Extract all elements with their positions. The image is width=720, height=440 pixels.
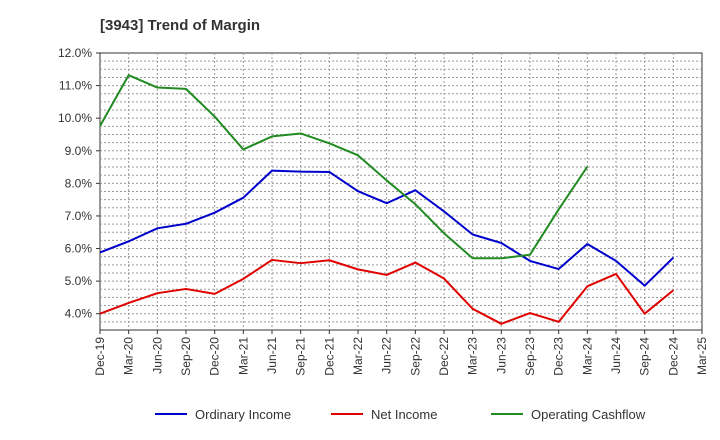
y-tick-label: 5.0%	[65, 274, 93, 288]
x-tick-label: Mar-22	[351, 337, 365, 375]
x-tick-label: Sep-21	[294, 337, 308, 376]
y-tick-label: 8.0%	[65, 176, 93, 190]
x-tick-label: Mar-24	[580, 337, 594, 375]
x-tick-label: Mar-21	[236, 337, 250, 375]
chart-title: [3943] Trend of Margin	[100, 17, 260, 34]
x-tick-label: Jun-20	[150, 337, 164, 374]
series-line-operating-cashflow	[99, 74, 589, 260]
y-tick-label: 10.0%	[58, 111, 92, 125]
x-tick-label: Mar-25	[695, 337, 709, 375]
x-tick-label: Jun-22	[380, 337, 394, 374]
x-tick-label: Jun-21	[265, 337, 279, 374]
y-tick-label: 12.0%	[58, 46, 92, 60]
x-tick-label: Sep-22	[408, 337, 422, 376]
x-tick-label: Jun-24	[609, 337, 623, 374]
y-tick-label: 6.0%	[65, 242, 93, 256]
x-tick-label: Dec-24	[666, 337, 680, 376]
series-line-ordinary-income	[99, 169, 675, 287]
y-tick-label: 11.0%	[59, 79, 92, 93]
x-tick-label: Sep-23	[523, 337, 537, 376]
series-line-net-income	[99, 258, 674, 325]
x-tick-label: Sep-24	[638, 337, 652, 376]
x-tick-label: Sep-20	[179, 337, 193, 376]
grid-lines	[100, 53, 702, 330]
x-tick-label: Dec-22	[437, 337, 451, 376]
x-tick-label: Jun-23	[494, 337, 508, 374]
y-tick-label: 9.0%	[65, 144, 93, 158]
x-tick-label: Mar-23	[466, 337, 480, 375]
legend-label-operating-cashflow: Operating Cashflow	[531, 407, 646, 422]
x-tick-label: Dec-20	[208, 337, 222, 376]
x-axis-ticks: Dec-19 Mar-20 Jun-20 Sep-20 Dec-20 Mar-21 Jun-…	[93, 330, 709, 376]
y-tick-label: 7.0%	[65, 209, 93, 223]
legend: Ordinary Income Net Income Operating Cashf…	[155, 407, 646, 422]
x-tick-label: Dec-21	[322, 337, 336, 376]
legend-label-ordinary-income: Ordinary Income	[195, 407, 291, 422]
x-tick-label: Dec-19	[93, 337, 107, 376]
y-axis-ticks: 4.0% 5.0% 6.0% 7.0% 8.0% 9.0% 10.0% 11.0% 12.0%	[58, 46, 100, 321]
series-lines	[99, 74, 675, 325]
y-tick-label: 4.0%	[65, 307, 93, 321]
legend-label-net-income: Net Income	[371, 407, 437, 422]
x-tick-label: Mar-20	[122, 337, 136, 375]
x-tick-label: Dec-23	[552, 337, 566, 376]
